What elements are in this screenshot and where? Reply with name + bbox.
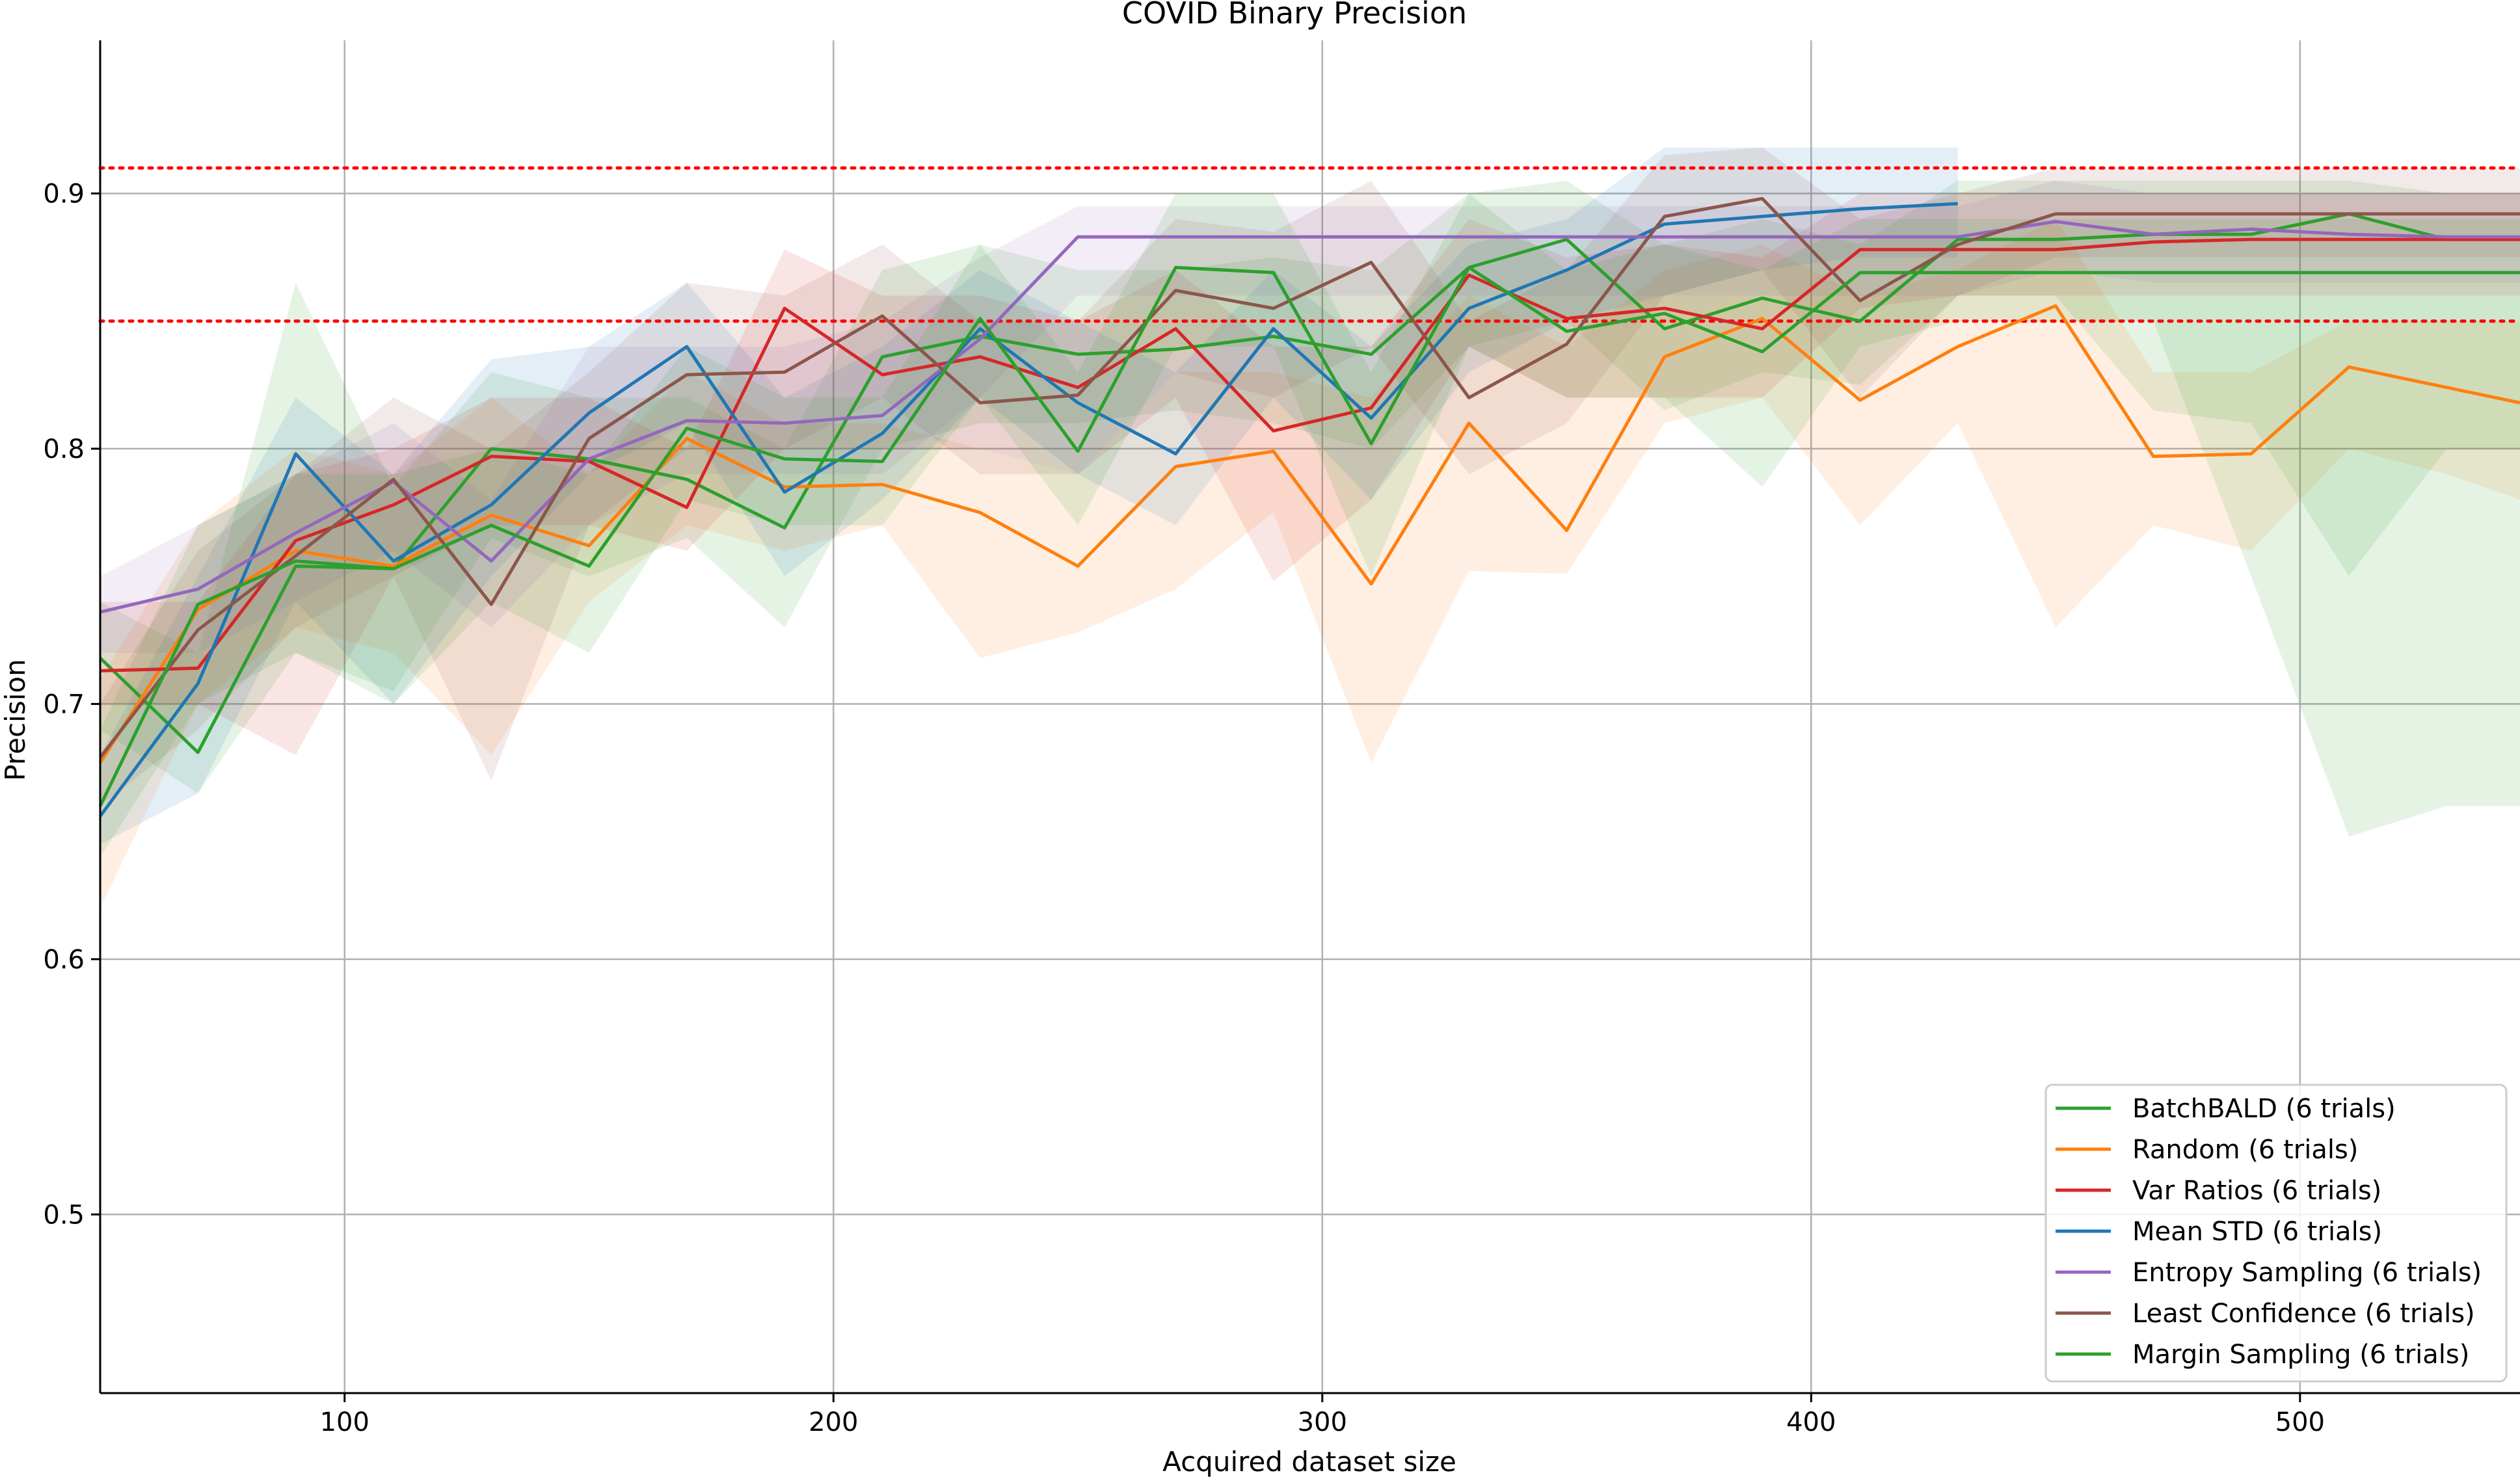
series-line (100, 220, 2520, 614)
legend-label: Margin Sampling (6 trials) (2132, 1340, 2469, 1370)
y-tick-label: 0.9 (43, 179, 85, 209)
x-axis-label: Acquired dataset size (1162, 1446, 1456, 1477)
legend-label: Mean STD (6 trials) (2132, 1217, 2382, 1247)
legend: BatchBALD (6 trials) Random (6 trials) Var… (2044, 1084, 2508, 1383)
y-tick-label: 0.6 (43, 945, 85, 975)
x-tick-label: 100 (320, 1407, 369, 1437)
axes (99, 40, 2520, 1394)
confidence-band (100, 147, 1958, 845)
y-axis-label: Precision (0, 659, 31, 780)
legend-label: Least Confidence (6 trials) (2132, 1299, 2475, 1329)
legend-label: Entropy Sampling (6 trials) (2132, 1258, 2482, 1288)
x-ticks: 100 200 300 400 500 (320, 1393, 2325, 1437)
y-tick-label: 0.5 (43, 1200, 85, 1230)
y-tick-label: 0.8 (43, 434, 85, 464)
series-line (98, 304, 2520, 764)
x-tick-label: 400 (1786, 1407, 1836, 1437)
confidence-band (100, 147, 2520, 806)
confidence-bands (100, 147, 2520, 909)
series-line (98, 202, 1958, 818)
y-ticks: 0.5 0.6 0.7 0.8 0.9 (43, 179, 100, 1230)
series-line (100, 237, 2520, 672)
confidence-band (100, 180, 2520, 793)
reference-lines (98, 166, 2520, 323)
chart-title: COVID Binary Precision (1122, 0, 1467, 31)
legend-label: BatchBALD (6 trials) (2132, 1094, 2396, 1124)
series-line (99, 212, 2520, 754)
confidence-band (100, 193, 2520, 857)
legend-label: Random (6 trials) (2132, 1135, 2358, 1165)
x-tick-label: 200 (809, 1407, 858, 1437)
confidence-band (100, 193, 2520, 755)
legend-box (2044, 1084, 2508, 1383)
y-tick-label: 0.7 (43, 689, 85, 719)
legend-label: Var Ratios (6 trials) (2132, 1176, 2381, 1206)
series-lines (98, 196, 2520, 818)
x-tick-label: 300 (1298, 1407, 1347, 1437)
x-tick-label: 500 (2275, 1407, 2325, 1437)
confidence-band (100, 219, 2520, 909)
series-line (99, 196, 2520, 759)
series-line (98, 265, 2520, 807)
